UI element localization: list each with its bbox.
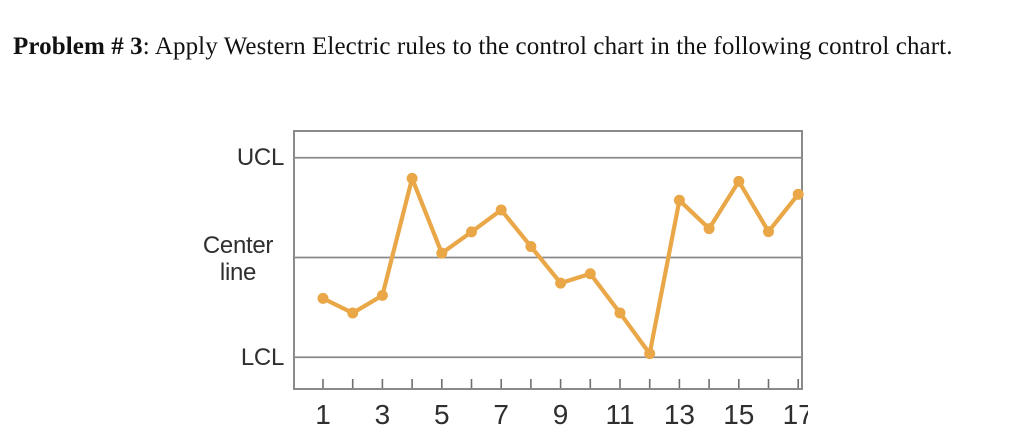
data-point-13 bbox=[673, 194, 685, 206]
center-line-label: Center line bbox=[202, 232, 274, 286]
data-point-10 bbox=[584, 268, 596, 280]
data-point-5 bbox=[436, 247, 448, 259]
problem-text: : Apply Western Electric rules to the co… bbox=[142, 33, 953, 60]
x-tick-label: 13 bbox=[664, 399, 695, 430]
data-point-3 bbox=[376, 289, 388, 301]
data-point-4 bbox=[406, 172, 418, 184]
data-point-16 bbox=[763, 226, 774, 238]
data-point-2 bbox=[347, 307, 359, 319]
data-point-14 bbox=[703, 223, 715, 235]
x-tick-label: 5 bbox=[434, 399, 450, 430]
x-tick-label: 17 bbox=[783, 399, 808, 430]
plot-border bbox=[293, 130, 803, 390]
data-point-7 bbox=[495, 204, 507, 216]
series-line bbox=[320, 176, 801, 356]
x-tick-label: 3 bbox=[375, 399, 391, 430]
problem-number: Problem # 3 bbox=[13, 33, 143, 60]
x-tick-label: 15 bbox=[723, 399, 754, 430]
data-point-12 bbox=[644, 348, 656, 360]
data-point-9 bbox=[555, 277, 567, 289]
problem-statement: Problem # 3: Apply Western Electric rule… bbox=[13, 30, 1017, 64]
data-point-6 bbox=[466, 226, 477, 238]
data-point-1 bbox=[317, 292, 329, 304]
data-point-15 bbox=[733, 175, 745, 187]
data-point-17 bbox=[792, 188, 804, 200]
x-tick-label: 11 bbox=[605, 399, 634, 430]
ucl-label: UCL bbox=[236, 144, 284, 171]
x-tick-label: 9 bbox=[553, 399, 569, 430]
lcl-label: LCL bbox=[240, 344, 284, 371]
data-point-11 bbox=[614, 307, 626, 319]
x-tick-label: 1 bbox=[315, 399, 331, 430]
x-tick-label: 7 bbox=[493, 399, 509, 430]
data-point-8 bbox=[525, 241, 537, 253]
control-chart: 1 3 5 7 9 11 13 15 17 bbox=[293, 130, 808, 430]
